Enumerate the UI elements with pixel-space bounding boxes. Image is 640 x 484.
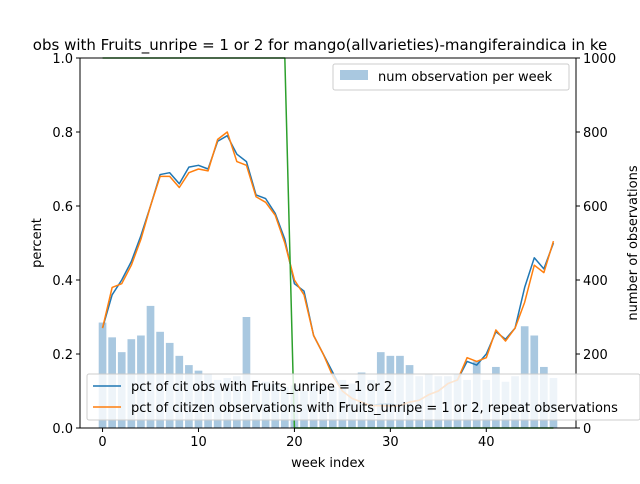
bar	[146, 305, 155, 428]
y-tick-label: 0.2	[52, 348, 73, 363]
bar	[242, 317, 251, 428]
legend-lines-box	[86, 373, 640, 421]
y-tick-label: 0.0	[52, 422, 73, 437]
x-axis-ticks: 0 10 20 30 40	[98, 428, 495, 450]
y-right-tick-label: 800	[583, 126, 608, 141]
legend-line-label-1: pct of cit obs with Fruits_unripe = 1 or…	[131, 380, 392, 395]
y-right-tick-label: 400	[583, 274, 608, 289]
legend-bars-swatch	[340, 70, 368, 80]
series-line-2	[101, 131, 555, 407]
y-right-tick-label: 1000	[583, 52, 616, 67]
y-tick-label: 1.0	[52, 52, 73, 67]
y-axis-ticks: 0.0 0.2 0.4 0.6 0.8 1.0	[52, 52, 80, 437]
y-right-tick-label: 200	[583, 348, 608, 363]
y-tick-label: 0.8	[52, 126, 73, 141]
x-tick-label: 40	[478, 435, 495, 450]
legend-line-label-2: pct of citizen observations with Fruits_…	[131, 401, 618, 416]
y-right-tick-label: 0	[583, 422, 591, 437]
y-axis-right-label: number of observations	[626, 165, 640, 320]
legend-lines: pct of cit obs with Fruits_unripe = 1 or…	[86, 373, 640, 421]
x-tick-label: 30	[382, 435, 399, 450]
y-tick-label: 0.6	[52, 200, 73, 215]
legend-bars-label: num observation per week	[378, 70, 553, 85]
chart-title: obs with Fruits_unripe = 1 or 2 for mang…	[33, 36, 607, 55]
x-tick-label: 20	[286, 435, 303, 450]
legend-bars: num observation per week	[332, 63, 570, 91]
y-axis-right-ticks: 0 200 400 600 800 1000	[576, 52, 616, 437]
plot-frame	[79, 57, 577, 429]
y-tick-label: 0.4	[52, 274, 73, 289]
y-axis-label: percent	[30, 218, 45, 268]
x-tick-label: 10	[190, 435, 207, 450]
x-tick-label: 0	[98, 435, 106, 450]
x-axis-label: week index	[291, 456, 365, 471]
y-right-tick-label: 600	[583, 200, 608, 215]
legend-bars-box	[332, 63, 570, 91]
